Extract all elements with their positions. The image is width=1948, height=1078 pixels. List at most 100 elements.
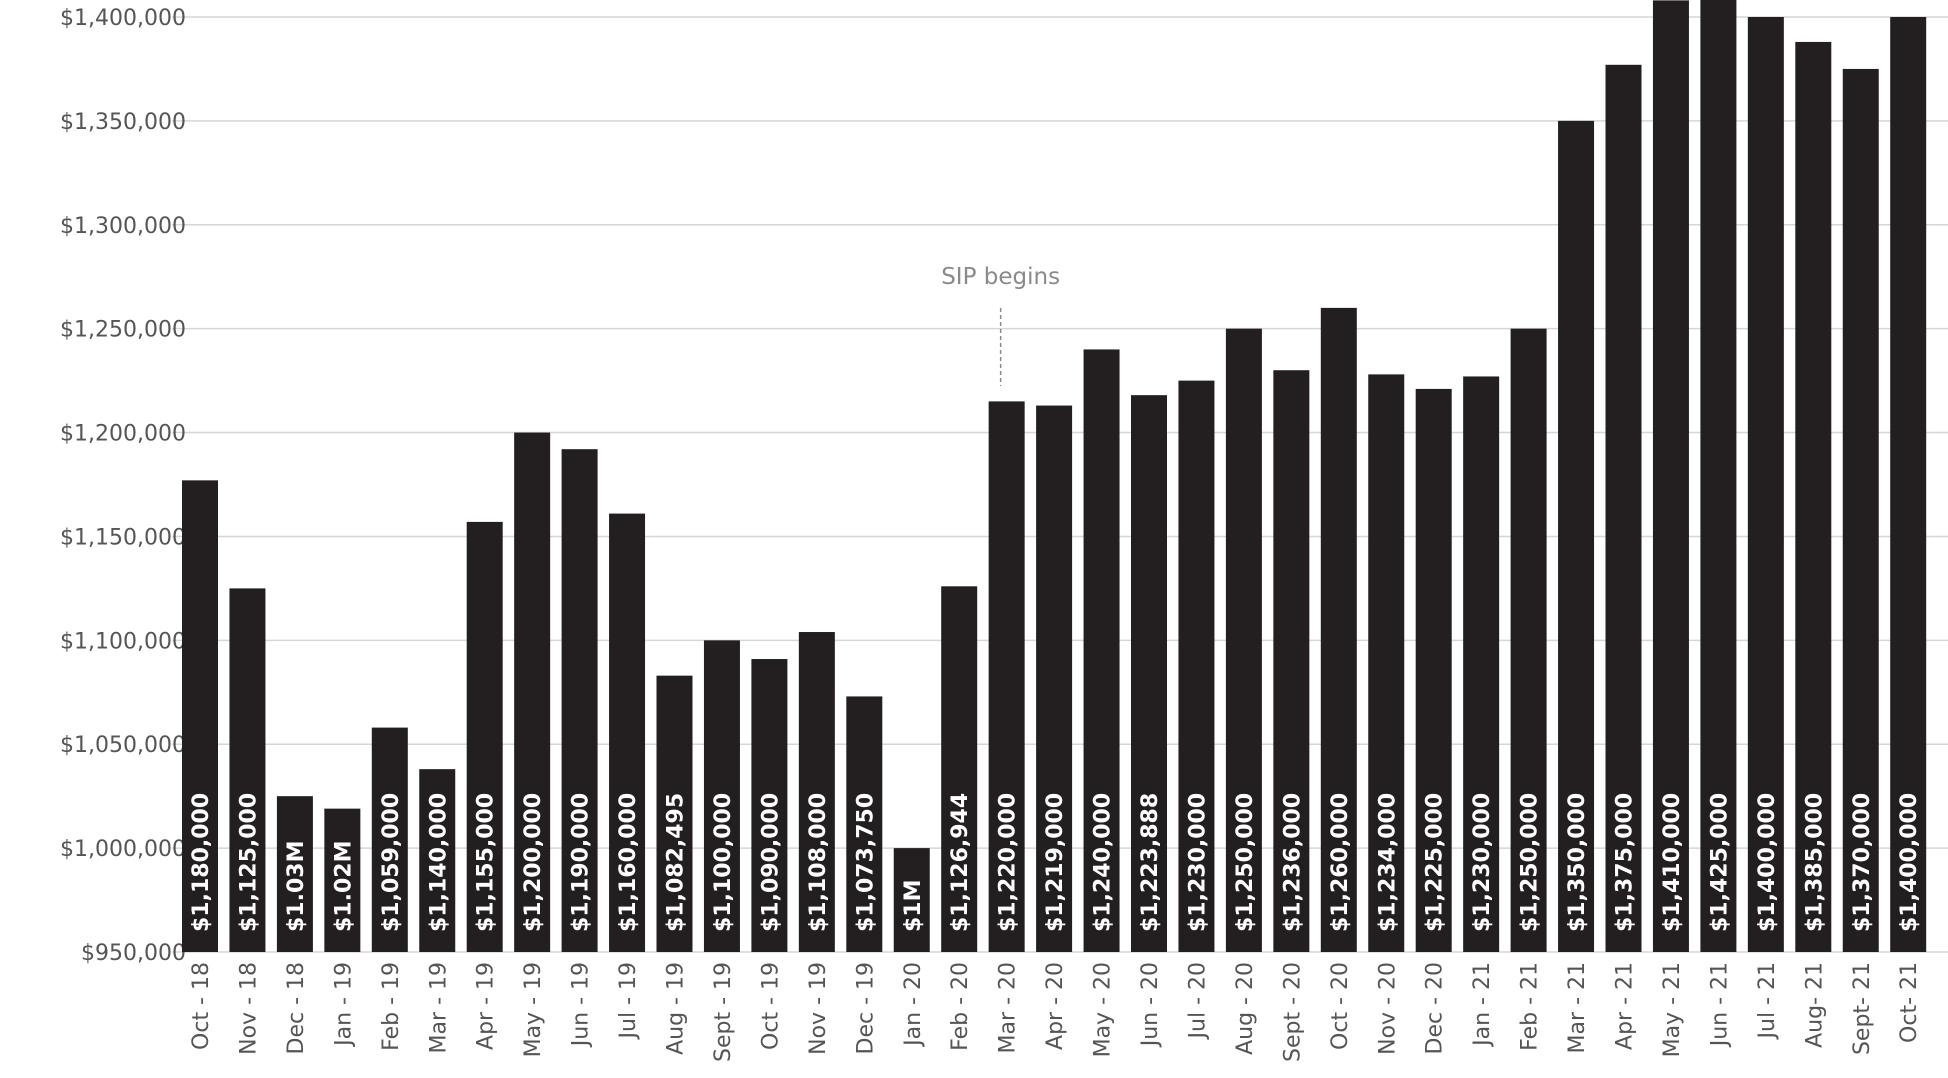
annotation: SIP begins	[941, 264, 1060, 386]
y-tick-label: $1,350,000	[60, 110, 186, 135]
bar-value-label: $1,230,000	[1470, 793, 1495, 932]
bar	[1747, 17, 1784, 952]
bar-value-label: $1,250,000	[1518, 793, 1543, 932]
bar	[1415, 388, 1452, 952]
x-tick-label: Nov - 18	[236, 962, 261, 1055]
bar	[1510, 328, 1547, 953]
bar-value-label: $1M	[901, 879, 926, 932]
x-tick-label: Oct - 20	[1328, 962, 1353, 1050]
bar	[1558, 120, 1595, 952]
bar-value-label: $1,385,000	[1802, 793, 1827, 932]
x-tick-label: Mar - 21	[1565, 962, 1590, 1053]
bar	[1273, 370, 1310, 952]
y-tick-label: $1,150,000	[60, 525, 186, 550]
bar-value-label: $1,240,000	[1091, 793, 1116, 932]
bar-value-label: $1,126,944	[948, 793, 973, 932]
x-tick-label: Oct - 18	[189, 962, 214, 1050]
x-tick-label: Feb - 21	[1518, 962, 1543, 1051]
bar	[1605, 64, 1642, 953]
bar-value-label: $1.02M	[331, 841, 356, 932]
bar	[941, 586, 978, 952]
bar-value-label: $1,350,000	[1565, 793, 1590, 932]
x-tick-label: Jul - 20	[1185, 962, 1210, 1040]
x-tick-label: Nov - 19	[806, 962, 831, 1055]
x-tick-label: Jan - 21	[1470, 962, 1495, 1048]
x-tick-label: Apr - 19	[474, 962, 499, 1050]
bar-value-label: $1,180,000	[189, 793, 214, 932]
bar	[1890, 17, 1927, 952]
x-tick-label: May - 20	[1091, 962, 1116, 1057]
bar-value-label: $1,219,000	[1043, 793, 1068, 932]
x-tick-label: Apr - 20	[1043, 962, 1068, 1050]
bar	[419, 769, 456, 952]
bar-value-label: $1,082,495	[664, 793, 689, 932]
bar-value-label: $1,234,000	[1375, 793, 1400, 932]
bar	[561, 449, 598, 952]
bar	[466, 521, 503, 952]
bar-value-label: $1,220,000	[996, 793, 1021, 932]
x-tick-label: Nov - 20	[1375, 962, 1400, 1055]
x-tick-label: Mar - 19	[426, 962, 451, 1053]
bar	[1795, 41, 1832, 952]
bar-value-label: $1,108,000	[806, 793, 831, 932]
x-tick-label: Dec - 20	[1423, 962, 1448, 1055]
bar-value-label: $1,260,000	[1328, 793, 1353, 932]
bar-value-label: $1.03M	[284, 841, 309, 932]
bar-value-label: $1,230,000	[1185, 793, 1210, 932]
bar-value-label: $1,190,000	[569, 793, 594, 932]
x-tick-label: Jun - 21	[1707, 962, 1732, 1048]
bar-value-label: $1,375,000	[1613, 793, 1638, 932]
x-tick-label: Dec - 19	[853, 962, 878, 1055]
x-tick-label: Sept - 19	[711, 962, 736, 1062]
y-tick-label: $1,250,000	[60, 318, 186, 343]
x-tick-label: May - 19	[521, 962, 546, 1057]
bar-value-label: $1,410,000	[1660, 793, 1685, 932]
bar-value-label: $1,370,000	[1850, 793, 1875, 932]
x-tick-label: Oct - 19	[758, 962, 783, 1050]
y-tick-label: $950,000	[81, 941, 186, 966]
bar-value-label: $1,125,000	[236, 793, 261, 932]
x-tick-label: Jul - 21	[1755, 962, 1780, 1040]
bar-value-label: $1,400,000	[1897, 793, 1922, 932]
bar	[229, 588, 266, 952]
bar	[1368, 374, 1405, 952]
bars: $1,180,000 $1,125,000 $1.03M $1.02M $1,059,0…	[182, 0, 1927, 953]
bar-value-label: $1,425,000	[1707, 793, 1732, 932]
x-tick-label: Jun - 19	[569, 962, 594, 1048]
bar	[1842, 68, 1879, 952]
bar	[514, 432, 551, 952]
bar-value-label: $1,100,000	[711, 793, 736, 932]
bar	[371, 727, 408, 952]
y-axis: $950,000 $1,000,000 $1,050,000 $1,100,000 $1…	[60, 6, 186, 966]
bar	[1652, 0, 1689, 952]
bar	[893, 848, 930, 952]
bar	[324, 808, 361, 952]
bar	[703, 640, 740, 952]
x-tick-label: Aug - 20	[1233, 962, 1258, 1055]
bar	[182, 480, 218, 952]
bar-value-label: $1,155,000	[474, 793, 499, 932]
bar	[1320, 307, 1357, 952]
bar	[1178, 380, 1215, 953]
y-tick-label: $1,050,000	[60, 733, 186, 758]
x-tick-label: Sept- 21	[1850, 962, 1875, 1055]
x-tick-label: Apr - 21	[1613, 962, 1638, 1050]
bar-value-label: $1,200,000	[521, 793, 546, 932]
bar-value-label: $1,140,000	[426, 793, 451, 932]
bar	[988, 401, 1025, 952]
bar-value-label: $1,223,888	[1138, 793, 1163, 932]
y-tick-label: $1,100,000	[60, 629, 186, 654]
x-tick-label: Jan - 19	[331, 962, 356, 1048]
y-tick-label: $1,000,000	[60, 837, 186, 862]
x-tick-label: Sept - 20	[1280, 962, 1305, 1062]
x-tick-label: Feb - 20	[948, 962, 973, 1051]
x-tick-label: Feb - 19	[379, 962, 404, 1051]
bar-value-label: $1,250,000	[1233, 793, 1258, 932]
y-tick-label: $1,400,000	[60, 6, 186, 31]
x-tick-label: Mar - 20	[996, 962, 1021, 1053]
x-tick-label: Aug - 19	[664, 962, 689, 1055]
bar-value-label: $1,160,000	[616, 793, 641, 932]
x-tick-label: Jan - 20	[901, 962, 926, 1048]
bar	[276, 796, 313, 952]
